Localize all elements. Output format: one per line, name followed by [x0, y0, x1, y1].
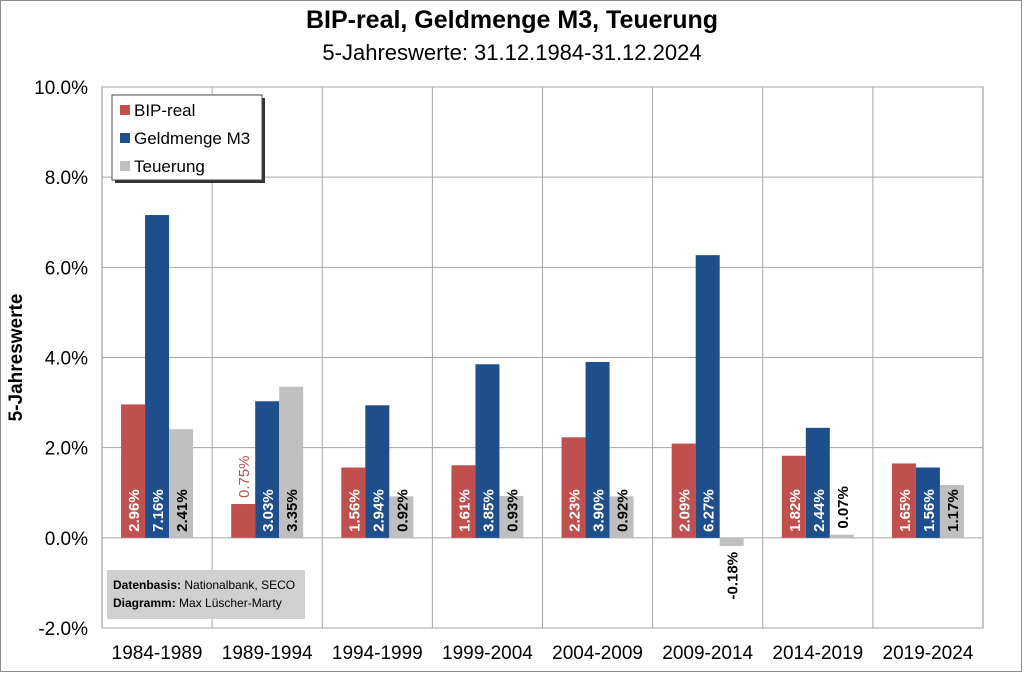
- y-tick-label: 8.0%: [45, 168, 88, 189]
- data-label: 1.56%: [921, 489, 938, 532]
- bar-0-6: [781, 455, 806, 538]
- bar-1-3: [475, 364, 500, 538]
- bar-0-1: [231, 504, 256, 538]
- data-label: 7.16%: [150, 489, 167, 532]
- bar-1-2: [365, 405, 390, 538]
- bar-0-4: [561, 437, 586, 538]
- legend-label-2: Teuerung: [134, 157, 205, 176]
- x-tick-label: 1994-1999: [332, 643, 423, 664]
- y-tick-label: 2.0%: [45, 439, 88, 460]
- data-label: 2.23%: [567, 489, 584, 532]
- source-note-line1: Datenbasis: Nationalbank, SECO: [113, 578, 295, 592]
- data-label: 2.44%: [811, 489, 828, 532]
- data-label: 3.85%: [480, 489, 497, 532]
- bar-2-5: [719, 537, 744, 546]
- bar-2-0: [169, 429, 194, 538]
- source-note-line2: Diagramm: Max Lüscher-Marty: [113, 596, 282, 610]
- y-tick-label: 0.0%: [45, 529, 88, 550]
- bar-2-6: [829, 534, 854, 538]
- data-label: 0.92%: [394, 489, 411, 532]
- bar-2-7: [939, 485, 964, 538]
- legend-label-1: Geldmenge M3: [134, 129, 250, 148]
- bar-0-5: [671, 443, 696, 538]
- y-tick-label: 10.0%: [34, 78, 88, 99]
- data-label: 1.61%: [456, 489, 473, 532]
- bar-0-3: [451, 465, 476, 538]
- data-label: 1.56%: [346, 489, 363, 532]
- legend-swatch-2: [120, 161, 130, 171]
- bar-0-2: [341, 467, 366, 538]
- bar-2-3: [499, 495, 524, 538]
- bar-1-1: [255, 401, 280, 538]
- data-label: 2.41%: [174, 489, 191, 532]
- y-tick-label: 6.0%: [45, 258, 88, 279]
- bar-1-0: [145, 215, 170, 538]
- x-tick-label: 2019-2024: [883, 643, 974, 664]
- data-label: 3.03%: [260, 489, 277, 532]
- bar-1-4: [585, 362, 610, 538]
- data-label: 1.17%: [945, 489, 962, 532]
- data-label: 2.94%: [370, 489, 387, 532]
- x-tick-label: 2009-2014: [662, 643, 753, 664]
- bar-1-7: [915, 467, 940, 538]
- chart-title: BIP-real, Geldmenge M3, Teuerung: [305, 6, 719, 34]
- bar-0-0: [121, 404, 146, 538]
- data-label: 0.07%: [835, 486, 852, 529]
- data-label: -0.18%: [725, 552, 742, 600]
- data-label: 0.93%: [504, 489, 521, 532]
- legend-swatch-0: [120, 105, 130, 115]
- data-label: 3.35%: [284, 489, 301, 532]
- data-label: 0.75%: [236, 455, 253, 498]
- x-tick-label: 2004-2009: [552, 643, 643, 664]
- chart-subtitle: 5-Jahreswerte: 31.12.1984-31.12.2024: [322, 40, 702, 65]
- data-label: 1.82%: [787, 489, 804, 532]
- bar-2-1: [279, 386, 304, 538]
- x-tick-label: 1989-1994: [222, 643, 313, 664]
- data-label: 1.65%: [897, 489, 914, 532]
- bar-2-4: [609, 496, 634, 538]
- source-note-box: [107, 570, 305, 619]
- legend-label-0: BIP-real: [134, 101, 195, 120]
- bar-2-2: [389, 496, 414, 538]
- data-label: 2.09%: [677, 489, 694, 532]
- x-tick-label: 1984-1989: [112, 643, 203, 664]
- bar-1-5: [695, 255, 720, 538]
- x-tick-label: 2014-2019: [772, 643, 863, 664]
- data-label: 2.96%: [126, 489, 143, 532]
- legend-swatch-1: [120, 133, 130, 143]
- y-tick-label: -2.0%: [38, 619, 88, 640]
- bar-0-7: [891, 463, 916, 538]
- bar-1-6: [805, 427, 830, 538]
- y-axis-title: 5-Jahreswerte: [6, 294, 27, 422]
- x-tick-label: 1999-2004: [442, 643, 533, 664]
- data-label: 6.27%: [701, 489, 718, 532]
- data-label: 0.92%: [615, 489, 632, 532]
- y-tick-label: 4.0%: [45, 349, 88, 370]
- data-label: 3.90%: [591, 489, 608, 532]
- legend-box: [111, 94, 263, 181]
